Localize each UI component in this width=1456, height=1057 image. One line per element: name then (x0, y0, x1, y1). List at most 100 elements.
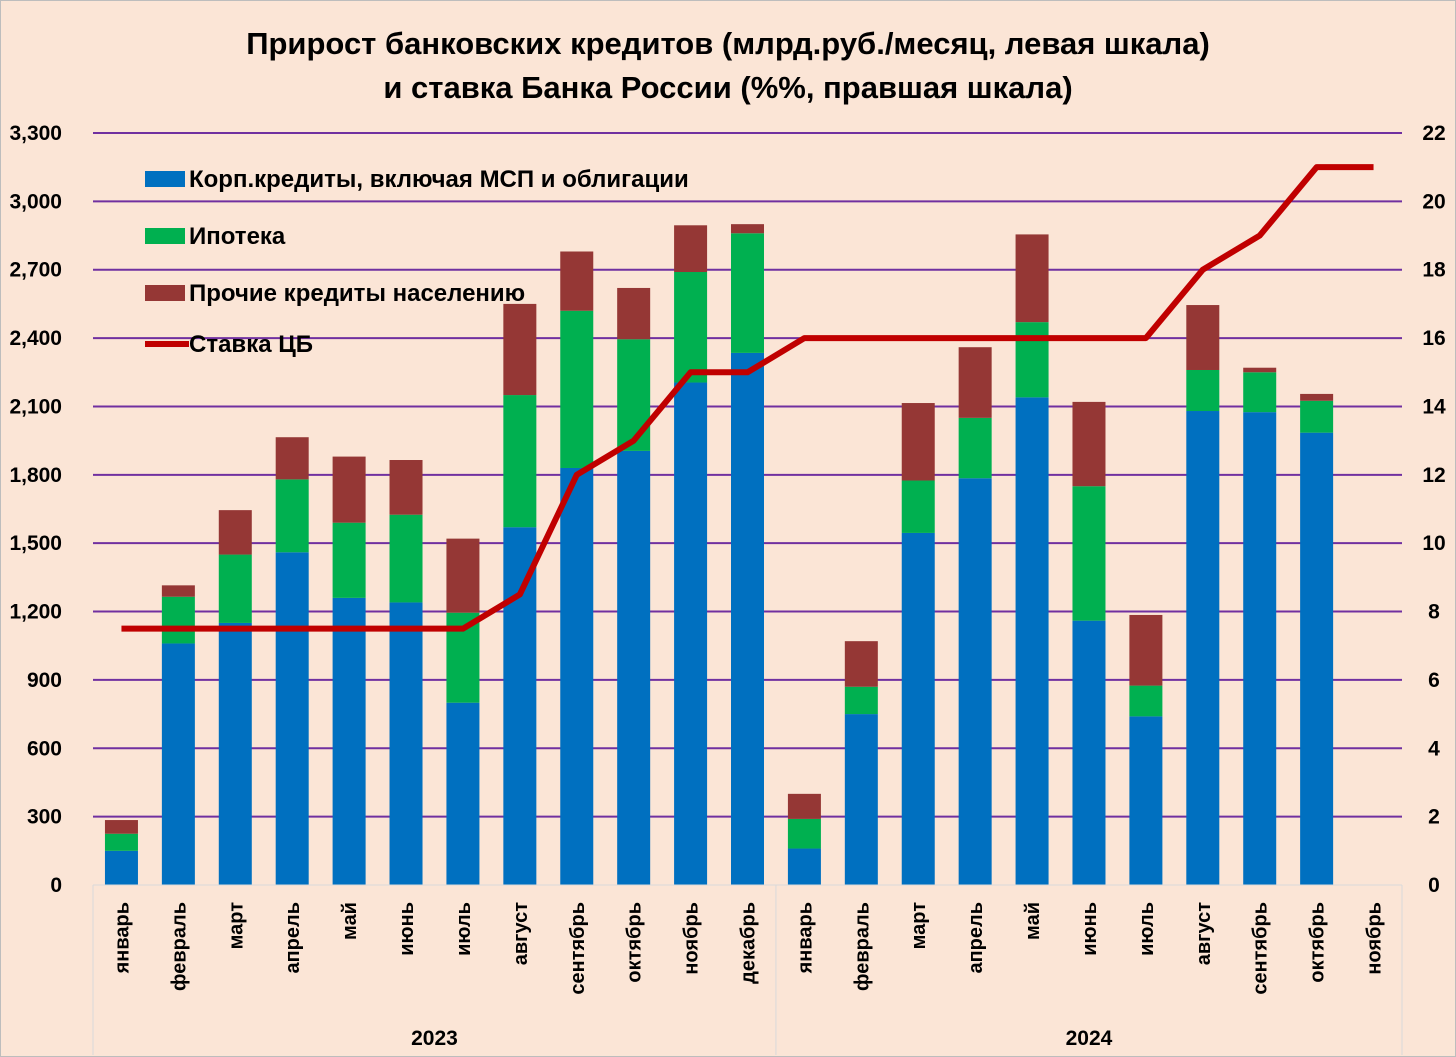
left-axis-tick-label: 3,300 (9, 122, 62, 145)
bar-other (1243, 367, 1277, 373)
year-label: 2024 (1066, 1027, 1113, 1050)
category-label: август (1193, 902, 1215, 965)
bar-corp (844, 714, 878, 885)
bar-mortgage (617, 339, 651, 451)
chart-title-line2: и ставка Банка России (%%, правшая шкала… (383, 70, 1073, 105)
category-label: март (908, 902, 930, 950)
bar-corp (787, 848, 821, 885)
year-label: 2023 (411, 1027, 458, 1050)
bar-other (104, 820, 138, 834)
bar-other (1186, 305, 1220, 370)
bar-mortgage (1186, 369, 1220, 412)
bar-corp (446, 702, 480, 885)
bar-mortgage (104, 833, 138, 851)
bar-other (787, 793, 821, 819)
left-axis-tick-label: 600 (27, 737, 62, 760)
bar-other (674, 225, 708, 273)
bar-series (104, 224, 1334, 885)
category-label: май (339, 902, 361, 940)
left-axis-tick-label: 2,100 (9, 395, 62, 418)
bar-other (560, 251, 594, 311)
right-axis-tick-label: 10 (1422, 532, 1445, 555)
right-axis-tick-label: 18 (1422, 259, 1446, 282)
category-label: сентябрь (567, 902, 589, 995)
right-axis-tick-label: 6 (1428, 669, 1440, 692)
category-label: сентябрь (1250, 902, 1272, 995)
chart-title: Прирост банковских кредитов (млрд.руб./м… (0, 22, 1456, 110)
left-axis-tick-label: 1,200 (9, 601, 62, 624)
bar-mortgage (1072, 486, 1106, 621)
category-label: июль (453, 902, 475, 956)
bar-other (901, 403, 935, 481)
left-axis-tick-label: 300 (27, 806, 62, 829)
bar-corp (218, 622, 252, 885)
legend-label: Ипотека (189, 223, 286, 250)
bar-corp (958, 478, 992, 885)
bar-corp (901, 532, 935, 885)
bar-corp (1072, 620, 1106, 885)
right-axis-tick-label: 2 (1428, 806, 1440, 829)
left-axis-tick-label: 2,700 (9, 259, 62, 282)
legend-label: Корп.кредиты, включая МСП и облигации (189, 166, 689, 193)
left-axis-tick-label: 1,500 (9, 532, 62, 555)
rate-line-series (121, 164, 1374, 632)
bar-mortgage (958, 417, 992, 479)
bar-mortgage (787, 818, 821, 849)
axes: 0 0 300 2 600 4 900 6 1,200 8 1,500 10 1,800 12 2,100 1… (9, 122, 1446, 1055)
legend: Корп.кредиты, включая МСП и облигации Ипо… (145, 166, 689, 358)
bar-mortgage (674, 272, 708, 383)
bar-other (161, 585, 195, 597)
left-axis-tick-label: 2,400 (9, 327, 62, 350)
category-label: ноябрь (1364, 902, 1386, 975)
right-axis-tick-label: 4 (1428, 737, 1440, 760)
legend-swatch (145, 228, 185, 244)
chart-title-line1: Прирост банковских кредитов (млрд.руб./м… (246, 26, 1210, 61)
bar-corp (617, 450, 651, 885)
bar-other (275, 437, 309, 480)
bar-corp (389, 602, 423, 885)
legend-swatch (145, 171, 185, 187)
category-label: апрель (282, 902, 304, 974)
bar-corp (1129, 716, 1163, 885)
right-axis-tick-label: 8 (1428, 601, 1440, 624)
bar-other (446, 538, 480, 613)
bar-other (1300, 393, 1334, 401)
bar-corp (104, 850, 138, 885)
category-label: июнь (1079, 902, 1101, 956)
bar-corp (332, 597, 366, 885)
category-label: январь (794, 902, 816, 974)
category-label: февраль (851, 902, 873, 991)
left-axis-tick-label: 0 (50, 874, 62, 897)
category-label: май (1022, 902, 1044, 940)
bar-corp (1243, 412, 1277, 885)
bar-mortgage (1300, 400, 1334, 433)
bar-corp (1186, 411, 1220, 885)
bar-other (332, 456, 366, 523)
bar-mortgage (901, 480, 935, 533)
right-axis-tick-label: 20 (1422, 190, 1445, 213)
rate-line (121, 164, 1374, 632)
bar-mortgage (844, 686, 878, 715)
bar-corp (1300, 432, 1334, 885)
right-axis-tick-label: 22 (1422, 122, 1445, 145)
bar-mortgage (1129, 685, 1163, 717)
bar-other (1129, 614, 1163, 686)
bar-corp (503, 527, 537, 885)
legend-swatch (145, 285, 185, 301)
bar-mortgage (161, 596, 195, 644)
left-axis-tick-label: 1,800 (9, 464, 62, 487)
bar-other (617, 287, 651, 340)
bar-mortgage (218, 554, 252, 623)
category-label: апрель (965, 902, 987, 974)
bar-other (503, 303, 537, 396)
bar-other (958, 347, 992, 418)
bar-corp (275, 552, 309, 885)
bar-mortgage (731, 233, 764, 353)
bar-other (1072, 401, 1106, 487)
right-axis-tick-label: 14 (1422, 395, 1446, 418)
bar-other (1015, 234, 1049, 323)
bar-corp (560, 467, 594, 885)
bar-corp (161, 643, 195, 885)
bar-other (218, 510, 252, 555)
